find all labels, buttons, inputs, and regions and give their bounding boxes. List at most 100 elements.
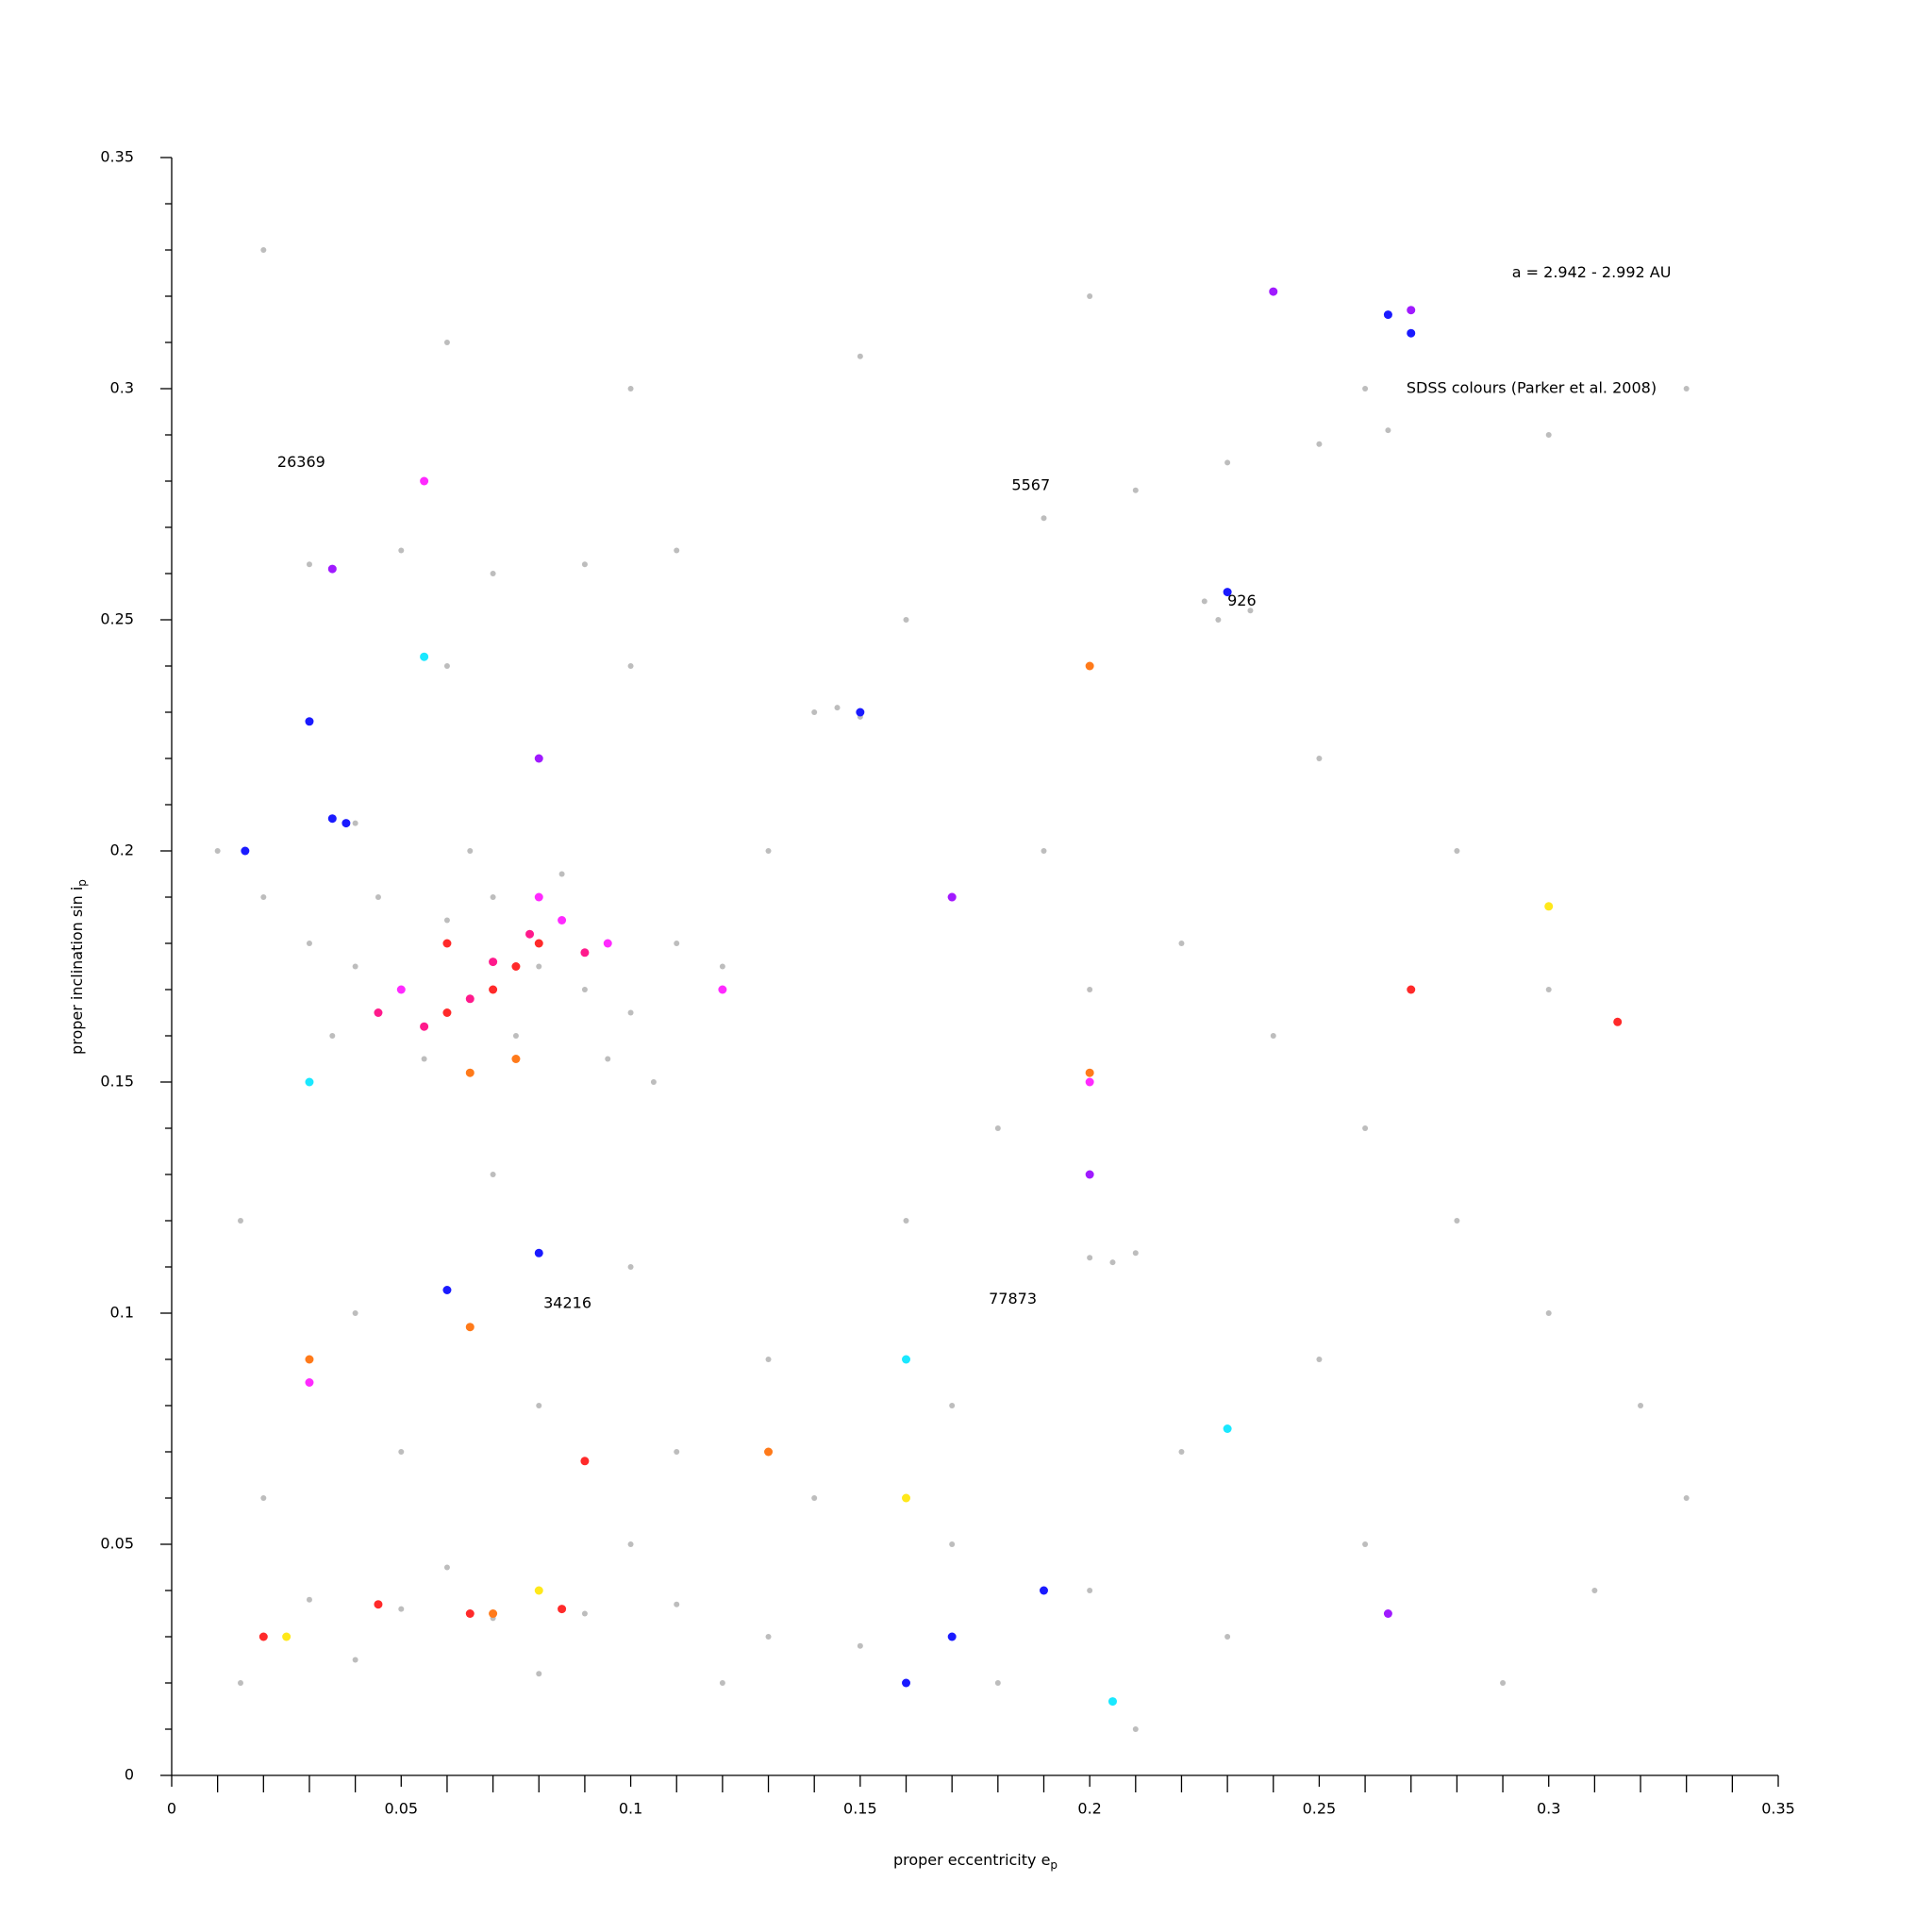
point xyxy=(305,717,314,726)
point xyxy=(443,1564,450,1571)
x-tick-label: 0.1 xyxy=(619,1800,642,1818)
point xyxy=(282,1632,291,1641)
x-tick-label: 0 xyxy=(167,1800,176,1818)
point xyxy=(214,848,221,854)
point xyxy=(258,1632,268,1641)
annotation: SDSS colours (Parker et al. 2008) xyxy=(1407,379,1657,397)
point xyxy=(903,617,909,623)
point xyxy=(581,561,588,568)
point xyxy=(396,985,406,994)
point xyxy=(1132,1250,1139,1257)
point xyxy=(1591,1588,1598,1593)
point xyxy=(1223,588,1232,597)
point xyxy=(1247,608,1254,614)
point xyxy=(1201,598,1208,605)
point xyxy=(580,948,590,958)
point xyxy=(627,1009,634,1016)
point xyxy=(811,1495,818,1501)
point xyxy=(1085,1068,1094,1077)
y-tick-label: 0.35 xyxy=(100,148,134,166)
point xyxy=(352,1657,358,1663)
point xyxy=(534,1248,543,1257)
point xyxy=(398,547,405,554)
point xyxy=(764,1447,774,1457)
point xyxy=(465,1609,475,1618)
point xyxy=(1087,1588,1093,1593)
annotation: a = 2.942 - 2.992 AU xyxy=(1512,263,1672,281)
point xyxy=(1132,487,1139,493)
point xyxy=(1087,987,1093,992)
point xyxy=(674,1449,680,1455)
point xyxy=(674,941,680,946)
point xyxy=(465,1323,475,1332)
point xyxy=(512,1033,519,1039)
point xyxy=(420,476,429,486)
annotation: 34216 xyxy=(543,1294,591,1312)
point xyxy=(1362,386,1369,391)
point xyxy=(580,1457,590,1466)
point xyxy=(558,916,567,924)
point xyxy=(947,892,957,902)
point xyxy=(765,1634,772,1640)
point xyxy=(1638,1403,1644,1408)
point xyxy=(719,1680,725,1686)
point xyxy=(534,892,543,902)
point xyxy=(237,1218,243,1224)
y-tick-label: 0.15 xyxy=(100,1073,134,1091)
point xyxy=(398,1449,405,1455)
annotation: 5567 xyxy=(1011,475,1050,493)
x-axis-label: proper eccentricity ep xyxy=(893,1851,1058,1872)
point xyxy=(1683,1495,1690,1501)
point xyxy=(719,963,725,970)
point xyxy=(1454,848,1460,854)
point xyxy=(765,848,772,854)
x-tick-label: 0.15 xyxy=(843,1800,877,1818)
x-tick-label: 0.2 xyxy=(1077,1800,1101,1818)
point xyxy=(947,1632,957,1641)
point xyxy=(627,1541,634,1547)
point xyxy=(1085,661,1094,671)
point xyxy=(1407,328,1416,338)
point xyxy=(1316,1357,1323,1362)
point xyxy=(306,1596,312,1603)
point xyxy=(525,929,535,939)
point xyxy=(305,1355,314,1364)
point xyxy=(1545,1310,1552,1316)
y-tick-label: 0.3 xyxy=(110,379,134,397)
point xyxy=(1223,1424,1232,1433)
point xyxy=(603,939,612,948)
point xyxy=(327,814,337,824)
annotation: 26369 xyxy=(277,453,325,471)
point xyxy=(1270,1033,1276,1039)
point xyxy=(442,1286,452,1294)
point xyxy=(1407,985,1416,994)
y-tick-label: 0.25 xyxy=(100,610,134,628)
point xyxy=(489,985,498,994)
point xyxy=(1545,432,1552,438)
point xyxy=(1085,1170,1094,1179)
point xyxy=(306,561,312,568)
annotation: 77873 xyxy=(989,1290,1037,1307)
point xyxy=(857,1642,863,1649)
point xyxy=(536,963,542,970)
point xyxy=(1383,310,1392,320)
point xyxy=(237,1680,243,1686)
point xyxy=(674,1601,680,1607)
point xyxy=(1224,1634,1231,1640)
point xyxy=(1383,1609,1392,1618)
point xyxy=(305,1077,314,1087)
point xyxy=(352,963,358,970)
point xyxy=(1215,617,1222,623)
point xyxy=(605,1056,611,1062)
point xyxy=(1500,1680,1507,1686)
point xyxy=(902,1493,911,1503)
point xyxy=(352,820,358,826)
point xyxy=(352,1310,358,1316)
point xyxy=(442,1008,452,1017)
point xyxy=(1269,287,1278,296)
point xyxy=(902,1355,911,1364)
point xyxy=(718,985,727,994)
point xyxy=(581,987,588,992)
point xyxy=(765,1357,772,1362)
